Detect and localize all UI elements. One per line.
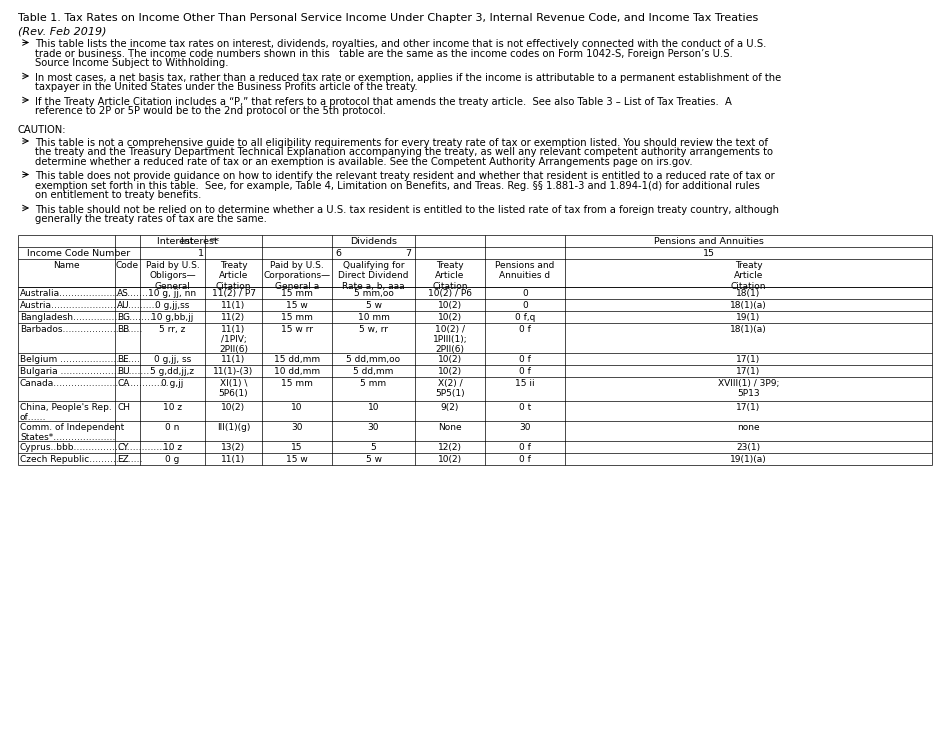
Text: 0 f: 0 f bbox=[519, 324, 531, 334]
Text: Name: Name bbox=[53, 260, 80, 270]
Text: 0: 0 bbox=[522, 301, 528, 309]
Text: 15 dd,mm: 15 dd,mm bbox=[274, 354, 320, 364]
Text: In most cases, a net basis tax, rather than a reduced tax rate or exemption, app: In most cases, a net basis tax, rather t… bbox=[35, 73, 781, 82]
Text: 11(1)
/1PIV;
2PII(6): 11(1) /1PIV; 2PII(6) bbox=[219, 324, 248, 354]
Text: 0 f: 0 f bbox=[519, 354, 531, 364]
Text: Paid by U.S.
Corporations—
General a: Paid by U.S. Corporations— General a bbox=[263, 260, 331, 291]
Text: CA: CA bbox=[117, 379, 129, 387]
Text: 17(1): 17(1) bbox=[736, 403, 761, 412]
Text: 10(2): 10(2) bbox=[221, 403, 245, 412]
Text: 15 w: 15 w bbox=[286, 454, 308, 464]
Text: 12(2): 12(2) bbox=[438, 442, 462, 451]
Text: the treaty and the Treasury Department Technical Explanation accompanying the tr: the treaty and the Treasury Department T… bbox=[35, 147, 773, 157]
Text: 30: 30 bbox=[520, 423, 531, 431]
Text: EZ: EZ bbox=[117, 454, 129, 464]
Text: 10: 10 bbox=[368, 403, 379, 412]
Text: 5 w: 5 w bbox=[366, 454, 382, 464]
Text: This table is not a comprehensive guide to all eligibility requirements for ever: This table is not a comprehensive guide … bbox=[35, 137, 768, 148]
Text: X(2) /
5P5(1): X(2) / 5P5(1) bbox=[435, 379, 465, 398]
Text: 13(2): 13(2) bbox=[221, 442, 245, 451]
Text: 0 g,jj,ss: 0 g,jj,ss bbox=[155, 301, 190, 309]
Text: 9(2): 9(2) bbox=[441, 403, 459, 412]
Text: 15: 15 bbox=[292, 442, 303, 451]
Text: 15 mm: 15 mm bbox=[281, 289, 313, 298]
Text: (Rev. Feb 2019): (Rev. Feb 2019) bbox=[18, 26, 106, 36]
Text: This table does not provide guidance on how to identify the relevant treaty resi: This table does not provide guidance on … bbox=[35, 171, 775, 181]
Text: 30: 30 bbox=[292, 423, 303, 431]
Text: 15 mm: 15 mm bbox=[281, 379, 313, 387]
Text: AU: AU bbox=[117, 301, 129, 309]
Text: Table 1. Tax Rates on Income Other Than Personal Service Income Under Chapter 3,: Table 1. Tax Rates on Income Other Than … bbox=[18, 13, 758, 23]
Text: 5 rr, z: 5 rr, z bbox=[160, 324, 185, 334]
Text: Treaty
Article
Citation: Treaty Article Citation bbox=[432, 260, 467, 291]
Text: Interest: Interest bbox=[158, 237, 197, 245]
Text: III(1)(g): III(1)(g) bbox=[217, 423, 250, 431]
Text: 19(1): 19(1) bbox=[736, 312, 761, 321]
Text: 10 g, jj, nn: 10 g, jj, nn bbox=[148, 289, 197, 298]
Text: 10 dd,mm: 10 dd,mm bbox=[274, 367, 320, 376]
Text: 0 f: 0 f bbox=[519, 442, 531, 451]
Text: 5 mm,oo: 5 mm,oo bbox=[353, 289, 393, 298]
Text: 5: 5 bbox=[370, 442, 376, 451]
Text: determine whether a reduced rate of tax or an exemption is available. See the Co: determine whether a reduced rate of tax … bbox=[35, 157, 693, 167]
Text: Qualifying for
Direct Dividend
Rate a, b, aaa: Qualifying for Direct Dividend Rate a, b… bbox=[338, 260, 408, 291]
Text: 0 f,q: 0 f,q bbox=[515, 312, 535, 321]
Text: 5 w: 5 w bbox=[366, 301, 382, 309]
Text: 15 w: 15 w bbox=[286, 301, 308, 309]
Text: Czech Republic………………: Czech Republic……………… bbox=[20, 454, 142, 464]
Text: 0 f: 0 f bbox=[519, 454, 531, 464]
Text: 5 dd,mm: 5 dd,mm bbox=[353, 367, 393, 376]
Text: Treaty
Article
Citation: Treaty Article Citation bbox=[731, 260, 767, 291]
Text: None: None bbox=[438, 423, 462, 431]
Text: 10(2): 10(2) bbox=[438, 354, 462, 364]
Text: This table lists the income tax rates on interest, dividends, royalties, and oth: This table lists the income tax rates on… bbox=[35, 39, 767, 49]
Text: taxpayer in the United States under the Business Profits article of the treaty.: taxpayer in the United States under the … bbox=[35, 82, 418, 92]
Text: 0 n: 0 n bbox=[165, 423, 180, 431]
Text: 0 g,jj, ss: 0 g,jj, ss bbox=[154, 354, 191, 364]
Text: CY: CY bbox=[117, 442, 128, 451]
Text: 15 mm: 15 mm bbox=[281, 312, 313, 321]
Text: Comm. of Independent
States*…………………: Comm. of Independent States*………………… bbox=[20, 423, 124, 442]
Text: 10 g,bb,jj: 10 g,bb,jj bbox=[151, 312, 194, 321]
Text: 10(2) / P6: 10(2) / P6 bbox=[428, 289, 472, 298]
Text: 5 w, rr: 5 w, rr bbox=[359, 324, 388, 334]
Text: CH: CH bbox=[117, 403, 130, 412]
Text: Canada…………………………………: Canada………………………………… bbox=[20, 379, 170, 387]
Text: Source Income Subject to Withholding.: Source Income Subject to Withholding. bbox=[35, 58, 229, 68]
Text: 18(1)(a): 18(1)(a) bbox=[731, 301, 767, 309]
Text: 0 g: 0 g bbox=[165, 454, 180, 464]
Text: 10(2) /
1PIII(1);
2PII(6): 10(2) / 1PIII(1); 2PII(6) bbox=[432, 324, 467, 354]
Text: ccc: ccc bbox=[210, 237, 220, 242]
Text: BG: BG bbox=[117, 312, 130, 321]
Text: 5 dd,mm,oo: 5 dd,mm,oo bbox=[347, 354, 401, 364]
Text: Code: Code bbox=[116, 260, 139, 270]
Text: 11(1): 11(1) bbox=[221, 454, 246, 464]
Text: exemption set forth in this table.  See, for example, Table 4, Limitation on Ben: exemption set forth in this table. See, … bbox=[35, 181, 760, 190]
Text: Pensions and
Annuities d: Pensions and Annuities d bbox=[495, 260, 555, 280]
Text: BB: BB bbox=[117, 324, 129, 334]
Text: BE: BE bbox=[117, 354, 129, 364]
Text: 10(2): 10(2) bbox=[438, 301, 462, 309]
Text: 7: 7 bbox=[406, 248, 411, 257]
Text: Australia…………………………: Australia………………………… bbox=[20, 289, 149, 298]
Text: AS: AS bbox=[117, 289, 129, 298]
Text: trade or business. The income code numbers shown in this   table are the same as: trade or business. The income code numbe… bbox=[35, 49, 732, 59]
Text: 10: 10 bbox=[292, 403, 303, 412]
Text: 10(2): 10(2) bbox=[438, 312, 462, 321]
Text: 0 f: 0 f bbox=[519, 367, 531, 376]
Text: 0: 0 bbox=[522, 289, 528, 298]
Text: 10(2): 10(2) bbox=[438, 454, 462, 464]
Text: Pensions and Annuities: Pensions and Annuities bbox=[654, 237, 764, 245]
Text: 17(1): 17(1) bbox=[736, 367, 761, 376]
Text: 15: 15 bbox=[702, 248, 714, 257]
Text: Austria………………………………: Austria……………………………… bbox=[20, 301, 159, 309]
Text: 0 g,jj: 0 g,jj bbox=[162, 379, 183, 387]
Text: 5 g,dd,jj,z: 5 g,dd,jj,z bbox=[150, 367, 195, 376]
Text: XI(1) \
5P6(1): XI(1) \ 5P6(1) bbox=[218, 379, 248, 398]
Text: BU: BU bbox=[117, 367, 129, 376]
Text: Bangladesh………………………: Bangladesh……………………… bbox=[20, 312, 153, 321]
Text: China, People's Rep.
of……: China, People's Rep. of…… bbox=[20, 403, 112, 422]
Text: Barbados………………………: Barbados……………………… bbox=[20, 324, 142, 334]
Text: generally the treaty rates of tax are the same.: generally the treaty rates of tax are th… bbox=[35, 214, 267, 224]
Text: 10(2): 10(2) bbox=[438, 367, 462, 376]
